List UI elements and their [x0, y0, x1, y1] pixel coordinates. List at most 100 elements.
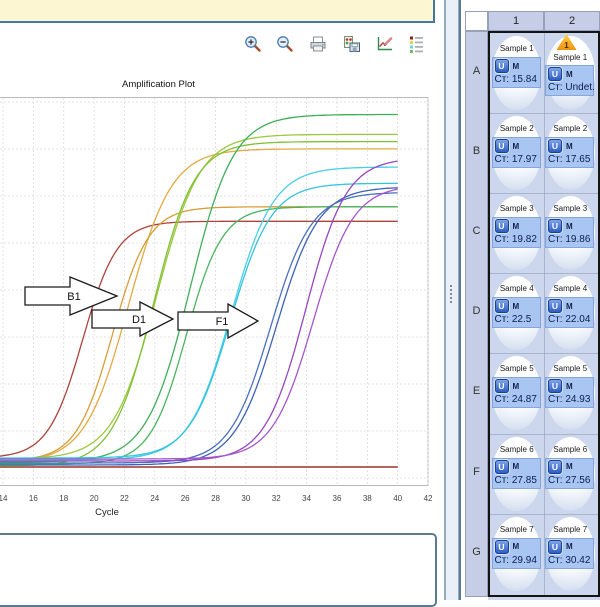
well-C1[interactable]: Sample 3UMCт: 19.82 [490, 193, 544, 273]
well-info-box: UMCт: 22.04 [545, 297, 594, 328]
well-B2[interactable]: Sample 2 UM Cт: 17.65 [544, 113, 598, 193]
plate-row-headers: A B C D E F G [465, 31, 488, 597]
well-G1[interactable]: Sample 7UMCт: 29.94 [490, 514, 544, 594]
well-info-box: UM Cт: 24.87 [492, 377, 541, 408]
ct-value: Cт: 19.86 [548, 234, 591, 245]
plate-row-header-D[interactable]: D [466, 305, 487, 317]
well-sample-label: Sample 4 [544, 284, 598, 293]
well-sample-label: Sample 6 [544, 445, 598, 454]
well-info-box: UMCт: 22.5 [492, 297, 541, 328]
x-axis-label: Cycle [95, 507, 119, 518]
marker-label: M [513, 462, 520, 471]
well-sample-label: Sample 5 [544, 364, 598, 373]
ct-value: Cт: 24.87 [495, 394, 538, 405]
plate-column-header-1[interactable]: 1 [488, 11, 544, 31]
well-F1[interactable]: Sample 6UMCт: 27.85 [490, 434, 544, 514]
ct-value: Cт: 17.65 [548, 154, 591, 165]
well-A2[interactable]: 1Sample 1UMCт: Undet. [544, 33, 598, 113]
well-info-box: UMCт: 15.84 [492, 57, 541, 88]
zoom-in-icon[interactable] [243, 34, 263, 54]
well-E1[interactable]: Sample 5UMCт: 24.87 [490, 353, 544, 433]
svg-text:34: 34 [302, 494, 311, 503]
legend-icon[interactable] [407, 34, 427, 54]
well-info-box: UM Cт: 24.93 [545, 377, 594, 408]
svg-text:38: 38 [363, 494, 372, 503]
plot-settings-icon[interactable] [375, 34, 395, 54]
ct-value: Cт: 27.85 [495, 475, 538, 486]
plot-title: Amplification Plot [122, 79, 195, 90]
well-A1[interactable]: Sample 1 UMCт: 15.84 [490, 33, 544, 113]
marker-label: M [566, 382, 573, 391]
well-G2[interactable]: Sample 7UMCт: 30.42 [544, 514, 598, 594]
svg-text:D1: D1 [132, 314, 146, 326]
bottom-panel [0, 533, 437, 607]
well-info-box: UM Cт: 27.85 [492, 458, 541, 489]
splitter-grip-icon[interactable] [450, 283, 453, 305]
well-info-box: UMCт: 29.94 [492, 538, 541, 569]
ct-value: Cт: 15.84 [495, 74, 538, 85]
svg-text:18: 18 [59, 494, 68, 503]
plate-grid: Sample 1UMCт: 15.841Sample 1UMCт: Undet.… [488, 31, 600, 597]
task-unknown-icon: U [548, 379, 562, 393]
plate-row-header-E[interactable]: E [466, 385, 487, 397]
svg-text:28: 28 [211, 494, 220, 503]
well-info-box: UM Cт: 17.65 [545, 137, 594, 168]
ct-value: Cт: 30.42 [548, 555, 591, 566]
task-unknown-icon: U [495, 139, 509, 153]
well-sample-label: Sample 1 [544, 53, 598, 62]
svg-text:F1: F1 [216, 316, 229, 328]
well-info-box: UMCт: 17.97 [492, 137, 541, 168]
task-unknown-icon: U [495, 379, 509, 393]
plate-row-header-G[interactable]: G [466, 546, 487, 558]
ct-value: Cт: 22.04 [548, 314, 591, 325]
marker-label: M [513, 222, 520, 231]
marker-label: M [566, 462, 573, 471]
marker-label: M [566, 142, 573, 151]
notice-banner [0, 0, 435, 23]
print-icon[interactable] [308, 34, 328, 54]
marker-label: M [513, 302, 520, 311]
marker-label: M [566, 222, 573, 231]
ct-value: Cт: 24.93 [548, 394, 591, 405]
ct-value: Cт: 29.94 [495, 555, 538, 566]
plate-column-header-2[interactable]: 2 [544, 11, 600, 31]
svg-text:42: 42 [424, 494, 433, 503]
marker-label: M [513, 382, 520, 391]
plate-row-header-B[interactable]: B [466, 145, 487, 157]
well-sample-label: Sample 7 [544, 525, 598, 534]
ct-value: Cт: Undet. [548, 82, 591, 93]
amplification-plot-svg: B1D1F1141618202224262830323436384042Cycl… [0, 97, 446, 525]
svg-text:B1: B1 [67, 291, 80, 303]
well-info-box: UMCт: 19.86 [545, 217, 594, 248]
well-C2[interactable]: Sample 3UMCт: 19.86 [544, 193, 598, 273]
svg-text:16: 16 [29, 494, 38, 503]
task-unknown-icon: U [495, 460, 509, 474]
svg-text:20: 20 [90, 494, 99, 503]
well-F2[interactable]: Sample 6 UMCт: 27.56 [544, 434, 598, 514]
plate-row-header-C[interactable]: C [466, 225, 487, 237]
export-plate-icon[interactable] [342, 34, 362, 54]
well-sample-label: Sample 3 [490, 204, 544, 213]
plate-row-header-F[interactable]: F [466, 466, 487, 478]
well-sample-label: Sample 1 [490, 44, 544, 53]
well-D2[interactable]: Sample 4 UMCт: 22.04 [544, 273, 598, 353]
ct-value: Cт: 19.82 [495, 234, 538, 245]
task-unknown-icon: U [548, 139, 562, 153]
well-D1[interactable]: Sample 4UMCт: 22.5 [490, 273, 544, 353]
task-unknown-icon: U [495, 299, 509, 313]
well-B1[interactable]: Sample 2UMCт: 17.97 [490, 113, 544, 193]
marker-label: M [513, 142, 520, 151]
marker-label: M [566, 542, 573, 551]
well-info-box: UMCт: 19.82 [492, 217, 541, 248]
zoom-out-icon[interactable] [275, 34, 295, 54]
well-sample-label: Sample 2 [544, 124, 598, 133]
well-E2[interactable]: Sample 5 UM Cт: 24.93 [544, 353, 598, 433]
panel-splitter[interactable] [446, 0, 459, 600]
plate-row-header-A[interactable]: A [466, 65, 487, 77]
svg-text:22: 22 [120, 494, 129, 503]
marker-label: M [566, 70, 573, 79]
well-info-box: UMCт: 27.56 [545, 458, 594, 489]
task-unknown-icon: U [548, 67, 562, 81]
svg-text:40: 40 [393, 494, 402, 503]
well-info-box: UMCт: 30.42 [545, 538, 594, 569]
